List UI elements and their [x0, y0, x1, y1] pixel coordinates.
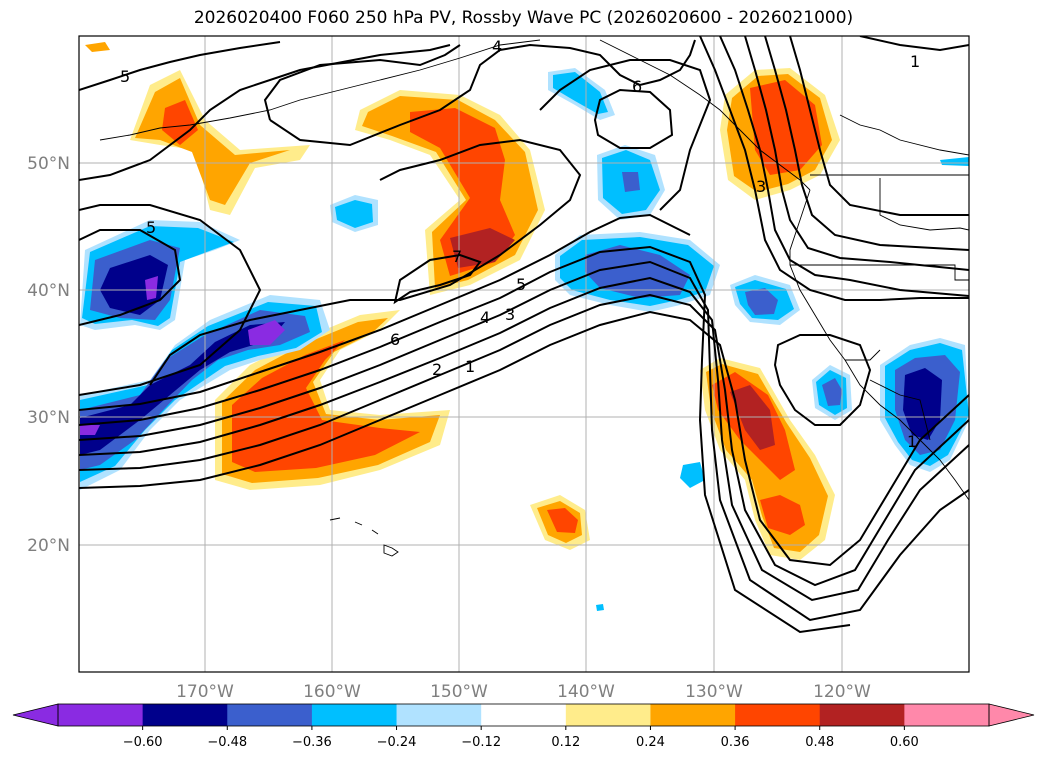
colorbar-cell	[396, 704, 482, 726]
pv-negative-region	[745, 288, 778, 315]
colorbar-label: −0.12	[461, 735, 501, 750]
colorbar-label: 0.24	[636, 735, 665, 750]
contour-line	[719, 36, 969, 297]
contour-line	[79, 260, 969, 622]
colorbar-label: 0.12	[551, 735, 580, 750]
contour-label: 7	[452, 247, 462, 266]
contour-line	[699, 36, 969, 301]
contour-line	[263, 44, 461, 121]
lon-label: 140°W	[557, 682, 615, 702]
contour-label: 5	[146, 218, 156, 237]
latitude-labels: 50°N 40°N 30°N 20°N	[27, 154, 70, 556]
contour-line	[79, 41, 281, 91]
lat-label: 30°N	[27, 408, 70, 428]
contour-line	[149, 138, 582, 386]
colorbar-label: −0.60	[123, 735, 163, 750]
colorbar-label: −0.36	[292, 735, 332, 750]
pv-negative-region	[100, 255, 168, 315]
lon-label: 170°W	[176, 682, 234, 702]
pv-positive-region	[85, 42, 110, 52]
contour-label: 2	[432, 360, 442, 379]
contour-line	[79, 245, 851, 634]
pv-positive-region	[760, 495, 805, 535]
pv-positive-region	[547, 508, 578, 533]
contour-line	[539, 59, 712, 211]
colorbar-cell	[481, 704, 567, 726]
contour-line	[773, 334, 872, 426]
contour-label: 4	[480, 308, 490, 327]
colorbar-cell	[904, 704, 990, 726]
pv-negative-region	[940, 157, 969, 166]
colorbar-label: 0.60	[890, 735, 919, 750]
colorbar-extend-low	[13, 704, 58, 726]
longitude-labels: 170°W 160°W 150°W 140°W 130°W 120°W	[176, 682, 871, 702]
contour-line	[269, 39, 696, 147]
colorbar-cell	[142, 704, 228, 726]
lon-label: 120°W	[813, 682, 871, 702]
colorbar-label: −0.48	[207, 735, 247, 750]
contour-line	[79, 213, 691, 411]
contour-line	[79, 276, 969, 602]
contour-label: 5	[120, 67, 130, 86]
contour-label: 4	[492, 37, 502, 56]
contour-label: 3	[756, 177, 766, 196]
pv-negative-region	[596, 604, 604, 611]
contour-label: 1	[907, 432, 917, 451]
pv-negative-region	[553, 72, 608, 114]
pv-negative-region	[80, 322, 285, 455]
lat-label: 40°N	[27, 281, 70, 301]
pv-negative-region	[80, 425, 100, 435]
pv-negative-region	[903, 368, 942, 440]
contour-label: 5	[516, 275, 526, 294]
colorbar-cell	[819, 704, 905, 726]
contour-line	[859, 36, 969, 52]
pv-negative-region	[680, 462, 705, 488]
chart-title: 2026020400 F060 250 hPa PV, Rossby Wave …	[193, 8, 854, 28]
map-frame	[78, 35, 970, 673]
contour-label: 1	[910, 52, 920, 71]
contour-line	[744, 36, 969, 271]
contour-line	[79, 204, 262, 396]
lat-label: 50°N	[27, 154, 70, 174]
colorbar-extend-high	[989, 704, 1034, 726]
colorbar-label: 0.48	[805, 735, 834, 750]
colorbar-cell	[311, 704, 398, 726]
contour-line	[789, 36, 969, 216]
colorbar-label: −0.24	[377, 735, 417, 750]
contour-label: 1	[465, 357, 475, 376]
colorbar-cell	[227, 704, 313, 726]
colorbar: −0.60 −0.48 −0.36 −0.24 −0.12 0.12 0.24 0.36 0.4…	[12, 703, 1035, 750]
contour-line	[593, 88, 674, 149]
streamfunction-contours	[79, 36, 969, 634]
contour-line	[79, 229, 182, 326]
contour-labels: 5 4 6 1 5 6 7 5 4 3 6 2 1 3 1	[120, 37, 920, 451]
lon-label: 150°W	[430, 682, 488, 702]
lon-label: 160°W	[303, 682, 361, 702]
contour-line	[79, 310, 969, 567]
pv-positive-region	[750, 80, 822, 175]
lat-label: 20°N	[27, 536, 70, 556]
colorbar-cell	[650, 704, 736, 726]
pv-negative-region	[145, 276, 158, 300]
lon-label: 130°W	[685, 682, 743, 702]
pv-negative-region	[622, 172, 640, 192]
colorbar-cell	[565, 704, 651, 726]
contour-line	[393, 253, 482, 305]
colorbar-cell	[735, 704, 821, 726]
contour-label: 6	[632, 77, 642, 96]
contour-label: 3	[505, 305, 515, 324]
contour-line	[79, 44, 451, 181]
colorbar-cell	[58, 704, 144, 726]
contour-line	[79, 293, 969, 587]
pv-negative-region	[822, 378, 842, 406]
pv-positive-region	[162, 100, 198, 145]
pv-negative-region	[335, 200, 373, 228]
contour-label: 6	[390, 330, 400, 349]
contour-line	[764, 36, 969, 251]
pv-negative-region	[80, 310, 310, 470]
pv-negative-region	[248, 320, 285, 345]
colorbar-label: 0.36	[721, 735, 750, 750]
